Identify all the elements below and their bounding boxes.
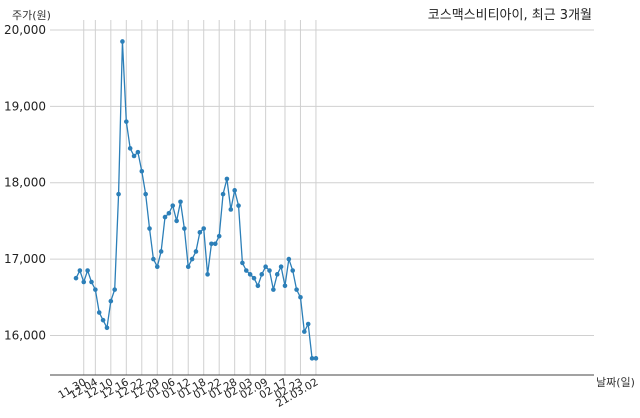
data-point [263,264,268,269]
data-point [240,261,245,266]
data-point [221,192,226,197]
y-tick-labels: 16,000 17,000 18,000 19,000 20,000 [4,23,46,342]
data-point [201,226,206,231]
series-line [76,41,316,358]
y-axis-label: 주가(원) [12,9,51,22]
grid [50,20,594,375]
data-point [198,230,203,235]
data-point [120,39,125,44]
data-point [174,219,179,224]
data-point [155,264,160,269]
data-point [182,226,187,231]
data-point [163,215,168,220]
data-point [287,257,292,262]
chart-title: 코스맥스비티아이, 최근 3개월 [428,8,592,23]
data-point [232,188,237,193]
data-point [244,268,249,273]
data-point [259,272,264,277]
data-point [178,200,183,205]
data-point [147,226,152,231]
data-point [101,318,106,323]
data-point [190,257,195,262]
data-point [170,203,175,208]
data-point [89,280,94,285]
data-point [275,272,280,277]
data-point [306,322,311,327]
data-point [116,192,121,197]
data-point [112,287,117,292]
data-point [205,272,210,277]
data-point [314,356,319,361]
data-point [225,177,230,182]
data-point [74,276,79,281]
data-point [279,264,284,269]
data-point [236,203,241,208]
data-point [229,207,234,212]
x-axis-label: 날짜(일) [596,375,635,389]
y-tick-label: 17,000 [4,252,46,266]
data-point [186,264,191,269]
data-point [143,192,148,197]
data-point [298,295,303,300]
data-point [294,287,299,292]
data-point [290,268,295,273]
price-line [76,41,316,358]
data-point [217,234,222,239]
data-point [151,257,156,262]
y-tick-label: 19,000 [4,99,46,113]
data-point [78,268,83,273]
data-point [97,310,102,315]
data-point [194,249,199,254]
data-point [136,150,141,155]
data-point [256,284,261,289]
data-point [128,146,133,151]
data-point [93,287,98,292]
y-tick-label: 20,000 [4,23,46,37]
data-point [81,280,86,285]
data-point [248,272,253,277]
y-tick-label: 18,000 [4,176,46,190]
data-point [105,326,110,331]
x-tick-labels: 11.3012.0412.1012.1612.2212.2901.0601.12… [56,376,320,410]
data-point [252,276,257,281]
data-point [271,287,276,292]
data-point [132,154,137,159]
data-point [283,284,288,289]
data-point [267,268,272,273]
y-tick-label: 16,000 [4,328,46,342]
data-point [124,119,129,124]
data-point [302,329,307,334]
data-point [109,299,114,304]
data-point [159,249,164,254]
data-point [213,242,218,247]
data-point [139,169,144,174]
data-point [85,268,90,273]
data-point [167,211,172,216]
